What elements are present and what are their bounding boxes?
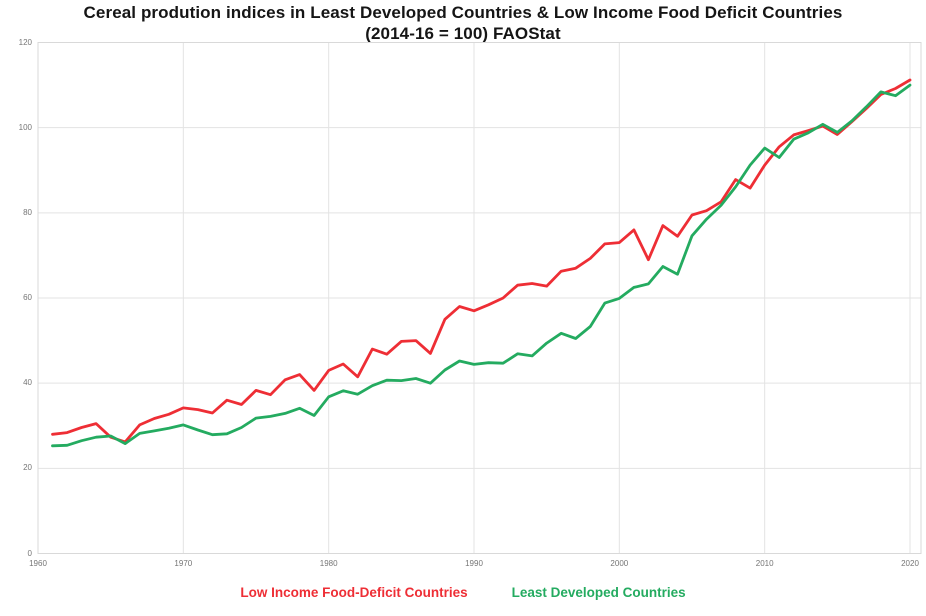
y-tick-label: 60	[23, 293, 32, 302]
x-tick-label: 1960	[29, 558, 47, 568]
series-line-ldc	[51, 83, 912, 448]
y-tick-label: 100	[18, 122, 32, 132]
plot-border	[37, 42, 922, 554]
chart-title-line1: Cereal prodution indices in Least Develo…	[83, 3, 843, 22]
chart-title-line2: (2014-16 = 100) FAOStat	[365, 24, 561, 43]
chart-legend: Low Income Food-Deficit Countries Least …	[0, 585, 926, 601]
y-tick-label: 20	[23, 463, 32, 473]
legend-item-ldc[interactable]: Least Developed Countries	[511, 585, 686, 600]
x-tick-label: 2010	[755, 558, 774, 568]
y-tick-label: 0	[27, 548, 32, 558]
y-tick-label: 40	[23, 378, 32, 388]
x-tick-label: 1990	[465, 558, 483, 568]
legend-item-lifdc[interactable]: Low Income Food-Deficit Countries	[240, 585, 468, 600]
y-tick-label: 80	[23, 207, 32, 217]
x-tick-label: 1980	[319, 558, 338, 568]
x-tick-label: 2000	[610, 558, 629, 568]
x-tick-label: 2020	[901, 558, 919, 568]
chart-title: Cereal prodution indices in Least Develo…	[0, 2, 926, 44]
series-line-lifdc	[51, 78, 912, 444]
x-tick-label: 1970	[174, 558, 193, 568]
y-tick-label: 120	[18, 37, 32, 47]
